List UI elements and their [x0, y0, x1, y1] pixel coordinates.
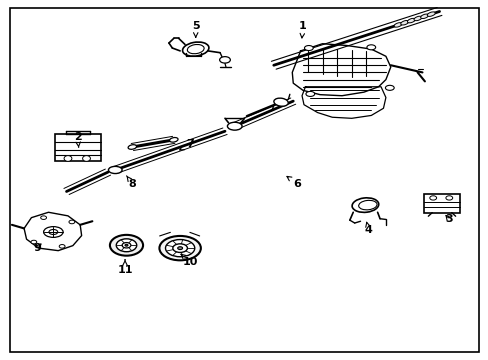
Polygon shape: [302, 87, 385, 118]
Ellipse shape: [219, 57, 230, 63]
Text: 10: 10: [181, 254, 198, 267]
Ellipse shape: [305, 91, 314, 96]
Polygon shape: [292, 44, 390, 96]
Ellipse shape: [82, 156, 90, 161]
Ellipse shape: [69, 220, 75, 224]
Ellipse shape: [182, 42, 208, 56]
Ellipse shape: [358, 201, 376, 210]
Ellipse shape: [169, 138, 178, 142]
Text: 3: 3: [445, 215, 452, 224]
Text: 8: 8: [126, 176, 136, 189]
Ellipse shape: [108, 166, 122, 174]
Ellipse shape: [41, 216, 46, 220]
Ellipse shape: [110, 235, 143, 256]
Ellipse shape: [393, 23, 401, 27]
Ellipse shape: [400, 21, 408, 25]
Ellipse shape: [122, 243, 131, 248]
Ellipse shape: [427, 12, 434, 17]
Ellipse shape: [159, 236, 201, 260]
Bar: [424, 194, 459, 213]
Text: 1: 1: [299, 21, 306, 38]
Text: 9: 9: [33, 243, 41, 253]
Ellipse shape: [43, 226, 63, 237]
Text: 5: 5: [191, 21, 199, 37]
Ellipse shape: [413, 16, 421, 21]
Ellipse shape: [177, 247, 182, 249]
Ellipse shape: [445, 196, 452, 200]
Text: 4: 4: [364, 222, 372, 235]
Text: 7: 7: [180, 139, 193, 150]
Ellipse shape: [125, 244, 128, 246]
Text: 11: 11: [117, 260, 133, 275]
Ellipse shape: [429, 196, 436, 200]
Ellipse shape: [351, 198, 378, 212]
Bar: [55, 134, 101, 161]
Ellipse shape: [172, 244, 187, 252]
Ellipse shape: [304, 45, 313, 50]
Ellipse shape: [407, 18, 414, 23]
Ellipse shape: [165, 239, 194, 257]
Text: 6: 6: [286, 176, 301, 189]
Polygon shape: [24, 212, 81, 251]
Ellipse shape: [227, 122, 242, 130]
Ellipse shape: [385, 85, 393, 90]
Text: 2: 2: [74, 132, 81, 148]
Ellipse shape: [49, 229, 58, 234]
Ellipse shape: [273, 98, 288, 106]
Ellipse shape: [420, 14, 428, 18]
Ellipse shape: [64, 156, 72, 161]
Ellipse shape: [31, 240, 37, 244]
Ellipse shape: [59, 244, 65, 248]
Ellipse shape: [116, 239, 137, 252]
Ellipse shape: [128, 145, 136, 149]
Ellipse shape: [366, 45, 375, 50]
